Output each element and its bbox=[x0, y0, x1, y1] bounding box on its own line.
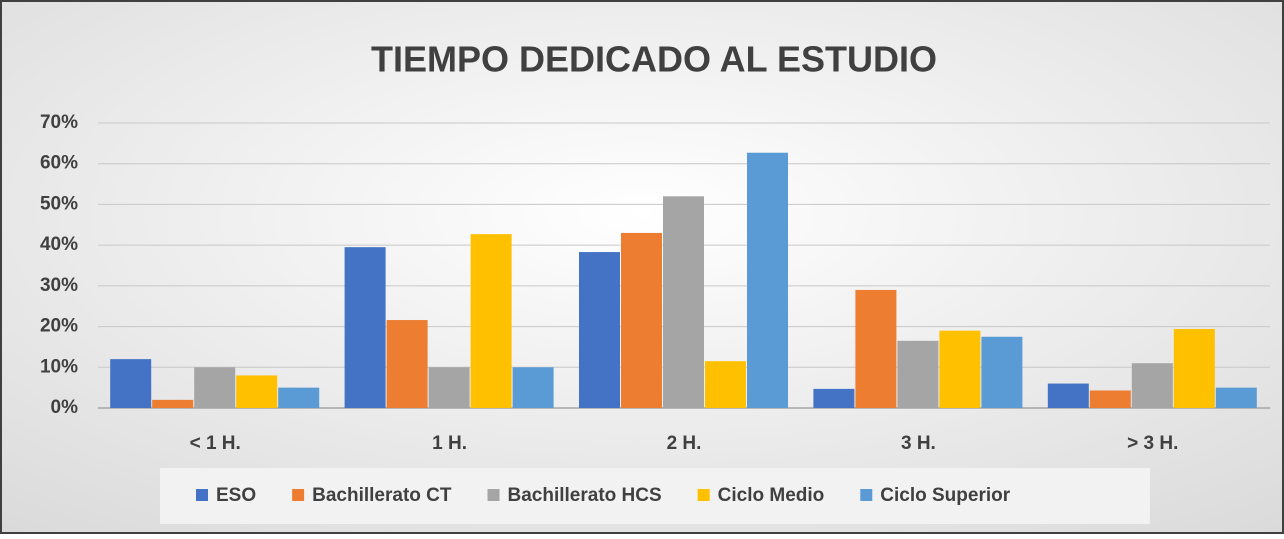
y-tick-label: 50% bbox=[40, 193, 78, 214]
legend-swatch bbox=[196, 489, 208, 501]
y-tick-label: 30% bbox=[40, 275, 78, 296]
bar bbox=[813, 388, 855, 408]
legend-label: Bachillerato CT bbox=[312, 485, 452, 506]
bar bbox=[1131, 363, 1173, 408]
x-tick-label: 2 H. bbox=[667, 433, 702, 454]
x-tick-label: 1 H. bbox=[432, 433, 467, 454]
bar bbox=[1215, 387, 1257, 408]
x-tick-label: < 1 H. bbox=[190, 433, 241, 454]
bar bbox=[236, 375, 278, 408]
bar bbox=[512, 367, 554, 408]
bar bbox=[705, 361, 746, 408]
bar bbox=[152, 399, 194, 408]
legend-label: Bachillerato HCS bbox=[508, 485, 662, 506]
bar bbox=[194, 367, 236, 408]
bar bbox=[110, 359, 152, 408]
y-tick-label: 0% bbox=[51, 397, 79, 418]
legend-swatch bbox=[860, 489, 873, 501]
bar bbox=[897, 340, 939, 408]
bar bbox=[663, 196, 704, 408]
bar bbox=[386, 320, 428, 408]
bar bbox=[747, 152, 788, 408]
bar bbox=[579, 252, 620, 408]
y-tick-label: 20% bbox=[40, 316, 78, 337]
legend-label: Ciclo Medio bbox=[718, 485, 825, 506]
legend-box bbox=[160, 468, 1150, 524]
legend-label: Ciclo Superior bbox=[880, 485, 1010, 506]
x-tick-label: > 3 H. bbox=[1127, 433, 1178, 454]
bar bbox=[1089, 390, 1131, 408]
x-tick-label: 3 H. bbox=[901, 433, 936, 454]
bar bbox=[855, 289, 897, 408]
y-tick-label: 40% bbox=[40, 234, 78, 255]
chart-title: TIEMPO DEDICADO AL ESTUDIO bbox=[371, 39, 937, 80]
bar bbox=[939, 330, 981, 408]
bar bbox=[1047, 383, 1089, 408]
y-tick-label: 60% bbox=[40, 153, 78, 174]
bar bbox=[428, 367, 470, 408]
y-tick-label: 10% bbox=[40, 356, 78, 377]
bar bbox=[621, 232, 662, 408]
legend-label: ESO bbox=[216, 485, 256, 506]
bar bbox=[344, 247, 386, 408]
legend-swatch bbox=[292, 489, 305, 501]
bar bbox=[278, 387, 320, 408]
bar bbox=[470, 234, 512, 408]
y-tick-label: 70% bbox=[40, 112, 78, 133]
bar bbox=[981, 336, 1023, 408]
legend-swatch bbox=[487, 489, 500, 501]
bar bbox=[1173, 329, 1215, 408]
legend-swatch bbox=[697, 489, 710, 501]
